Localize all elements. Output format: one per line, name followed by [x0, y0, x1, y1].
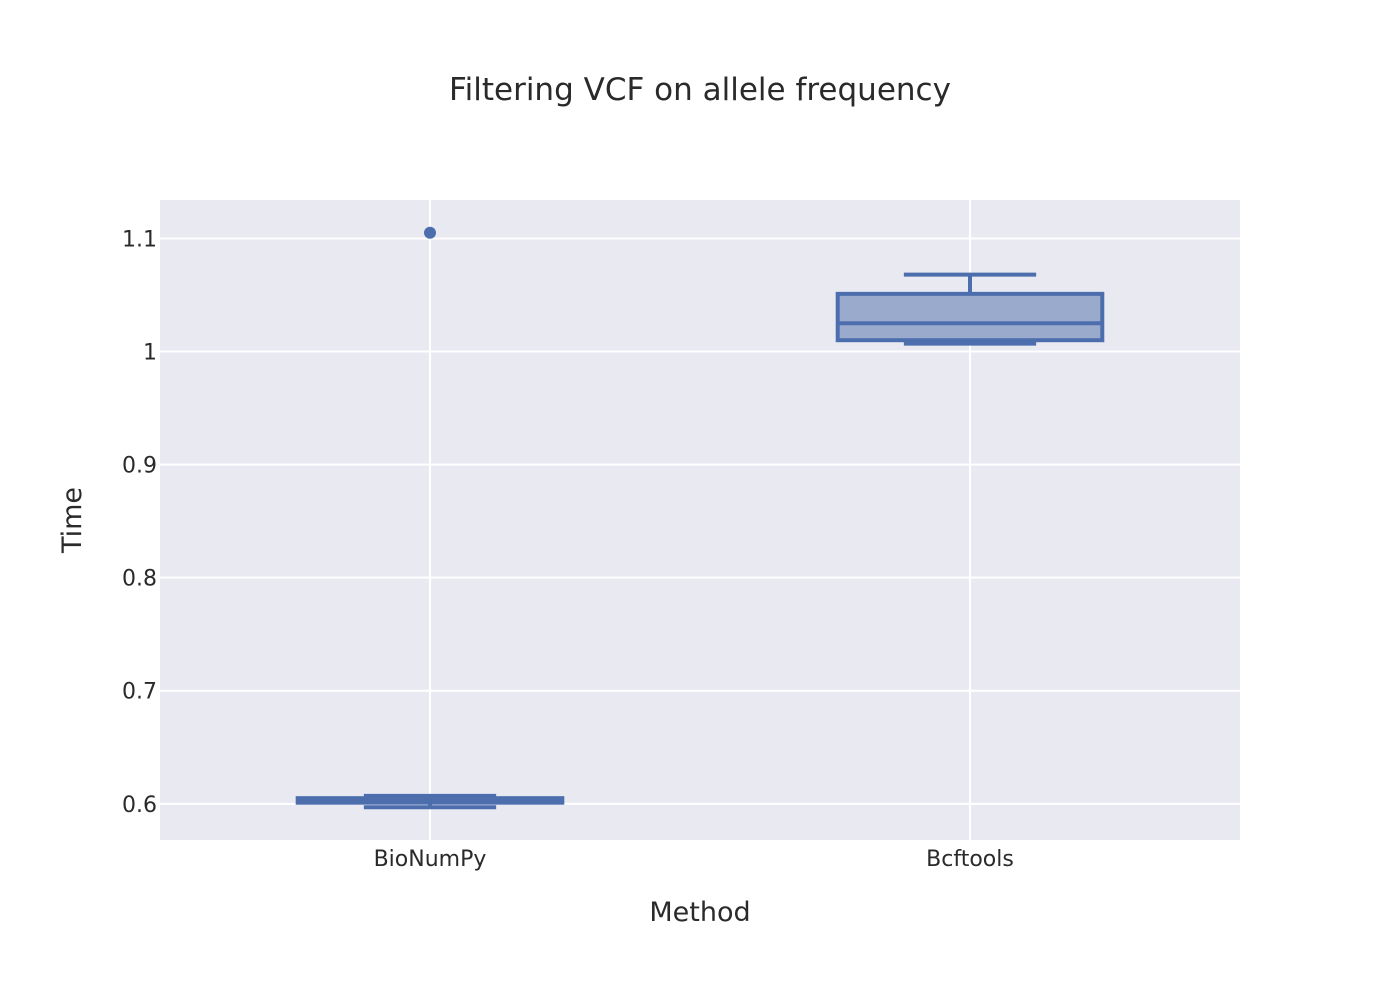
x-tick-label: Bcftools	[926, 847, 1014, 872]
x-axis-ticks: BioNumPy Bcftools	[374, 847, 1014, 872]
y-tick-label: 0.6	[122, 793, 157, 818]
box-bcftools	[835, 272, 1105, 346]
box-iqr	[835, 291, 1105, 343]
y-axis-ticks: 0.6 0.7 0.8 0.9 1 1.1	[122, 227, 157, 817]
boxes	[295, 226, 1105, 810]
x-tick-label: BioNumPy	[374, 847, 487, 872]
y-tick-label: 0.8	[122, 567, 157, 592]
x-axis-title: Method	[649, 897, 750, 928]
box-bionumpy	[295, 226, 565, 810]
y-tick-label: 1	[143, 341, 157, 366]
y-axis-title: Time	[57, 487, 88, 554]
y-tick-label: 1.1	[122, 227, 157, 252]
y-tick-label: 0.7	[122, 680, 157, 705]
y-tick-label: 0.9	[122, 454, 157, 479]
chart-title: Filtering VCF on allele frequency	[449, 72, 951, 108]
outlier-point	[424, 226, 436, 239]
